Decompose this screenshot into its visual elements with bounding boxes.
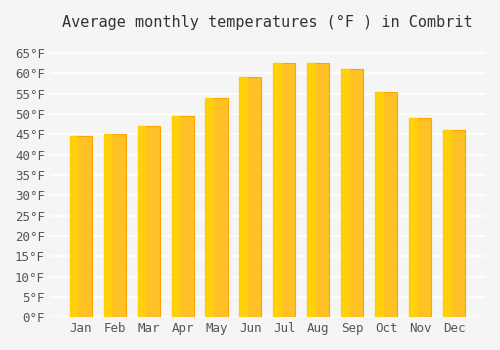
- Bar: [206, 98, 213, 317]
- Bar: [104, 134, 112, 317]
- Bar: [409, 118, 432, 317]
- Bar: [206, 98, 228, 317]
- Bar: [240, 77, 262, 317]
- Bar: [274, 63, 281, 317]
- Bar: [274, 63, 295, 317]
- Title: Average monthly temperatures (°F ) in Combrit: Average monthly temperatures (°F ) in Co…: [62, 15, 472, 30]
- Bar: [375, 92, 398, 317]
- Bar: [172, 116, 179, 317]
- Bar: [443, 130, 465, 317]
- Bar: [138, 126, 145, 317]
- Bar: [342, 69, 363, 317]
- Bar: [409, 118, 417, 317]
- Bar: [342, 69, 349, 317]
- Bar: [308, 63, 315, 317]
- Bar: [172, 116, 194, 317]
- Bar: [104, 134, 126, 317]
- Bar: [240, 77, 247, 317]
- Bar: [308, 63, 330, 317]
- Bar: [375, 92, 383, 317]
- Bar: [70, 136, 92, 317]
- Bar: [443, 130, 451, 317]
- Bar: [138, 126, 160, 317]
- Bar: [70, 136, 78, 317]
